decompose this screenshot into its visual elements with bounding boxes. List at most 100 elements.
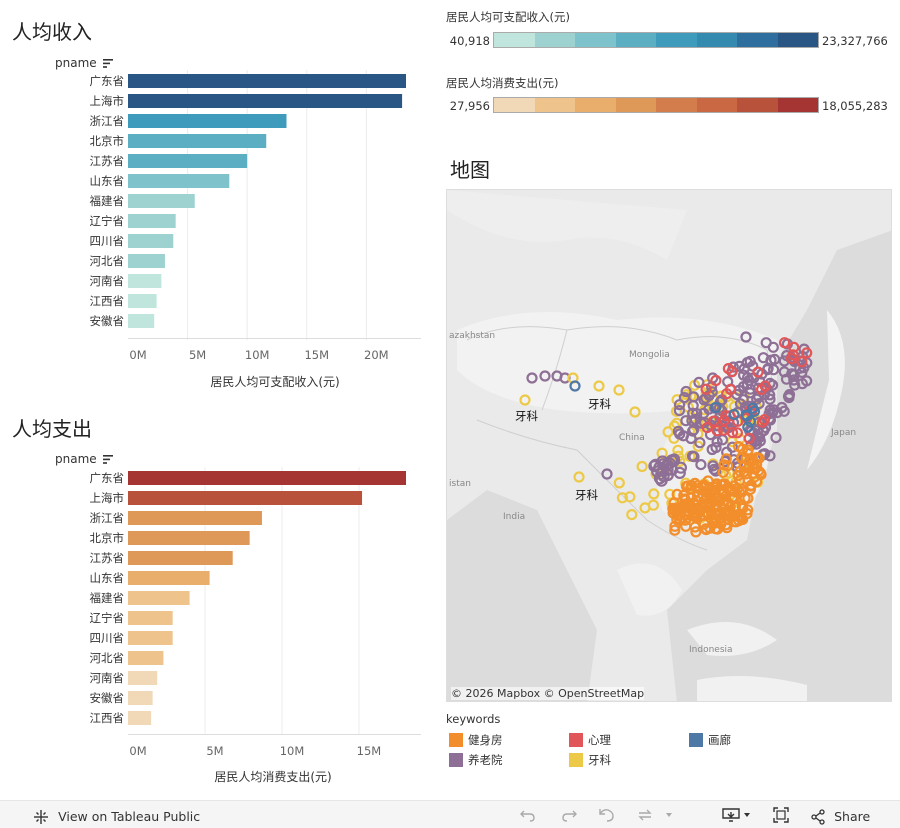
map-point[interactable] [744,355,756,367]
map-point[interactable] [708,415,720,427]
revert-icon[interactable] [598,807,616,823]
map-point[interactable] [647,499,659,511]
bar-河南省[interactable] [128,274,162,288]
map-point[interactable] [726,441,738,453]
map-point[interactable] [664,488,676,500]
category-label[interactable]: 江西省 [89,711,125,725]
keyword-legend-item[interactable]: 牙科 [569,753,611,767]
bar-河南省[interactable] [128,671,158,685]
map-point[interactable] [801,375,813,387]
category-label[interactable]: 安徽省 [89,691,125,705]
view-on-tableau-public-link[interactable]: View on Tableau Public [33,806,200,824]
map-point[interactable] [711,425,723,437]
share-button[interactable]: Share [810,806,870,825]
map-point[interactable] [701,422,713,434]
map-point[interactable] [756,416,768,428]
category-label[interactable]: 浙江省 [89,511,125,525]
map-point[interactable] [613,384,625,396]
category-label[interactable]: 江西省 [89,294,125,308]
map-point[interactable] [709,523,722,535]
map-point[interactable] [754,435,766,447]
map-point[interactable] [717,466,729,478]
category-label[interactable]: 福建省 [89,194,125,208]
keyword-legend-item[interactable]: 健身房 [449,733,503,747]
bar-广东省[interactable] [128,74,406,88]
bar-江苏省[interactable] [128,551,233,565]
bar-安徽省[interactable] [128,314,155,328]
map-point-layer[interactable] [447,190,892,702]
map-point[interactable] [695,459,707,471]
map-point[interactable] [726,366,738,378]
category-label[interactable]: 河南省 [89,274,125,288]
map-point[interactable] [794,362,806,374]
map-point[interactable] [666,463,679,476]
map-point[interactable] [769,353,781,365]
bar-福建省[interactable] [128,591,190,605]
map-point[interactable] [710,401,722,414]
map-point[interactable] [736,500,748,512]
map-point[interactable] [728,516,740,528]
map-point[interactable] [710,479,722,491]
refresh-dropdown-icon[interactable] [664,811,674,819]
bar-浙江省[interactable] [128,114,287,128]
map-point[interactable] [743,432,755,444]
category-label[interactable]: 四川省 [89,631,125,645]
map-point[interactable] [687,407,699,419]
map-point[interactable] [662,426,674,438]
category-label[interactable]: 四川省 [89,234,125,248]
map-point[interactable] [710,442,722,454]
map-point[interactable] [688,451,700,463]
category-label[interactable]: 北京市 [89,531,125,545]
map-point[interactable] [693,376,705,388]
bar-山东省[interactable] [128,174,230,188]
map-point[interactable] [764,450,776,462]
category-label[interactable]: 江苏省 [89,154,125,168]
map-point[interactable] [680,520,692,532]
bar-江西省[interactable] [128,711,152,725]
category-label[interactable]: 河南省 [89,671,125,685]
download-dropdown-icon[interactable] [742,811,752,819]
map-point[interactable] [656,455,669,468]
category-label[interactable]: 上海市 [89,491,125,505]
keyword-legend-item[interactable]: 养老院 [449,753,503,767]
category-label[interactable]: 北京市 [89,134,125,148]
map-point[interactable] [651,465,664,478]
map-point[interactable] [758,414,770,426]
category-label[interactable]: 河北省 [89,651,125,665]
map-point[interactable] [629,406,641,418]
bar-福建省[interactable] [128,194,195,208]
map-point[interactable] [788,341,800,353]
map-point[interactable] [750,434,762,447]
map-point[interactable] [711,436,723,448]
map-point[interactable] [704,481,716,494]
map-point[interactable] [789,379,801,391]
map-point[interactable] [519,394,531,406]
map-point[interactable] [740,331,752,343]
map-point[interactable] [697,489,709,501]
map-point[interactable] [759,380,771,392]
download-icon[interactable] [721,806,741,824]
map-point[interactable] [673,405,685,417]
map-point[interactable] [616,492,628,504]
map-point[interactable] [569,380,581,392]
map-point[interactable] [742,421,754,433]
category-label[interactable]: 河北省 [89,254,125,268]
bar-四川省[interactable] [128,234,174,248]
map-point[interactable] [667,507,679,519]
map-point[interactable] [760,337,772,349]
map-point[interactable] [751,452,763,464]
map-point[interactable] [731,427,743,439]
sort-icon[interactable] [103,59,114,68]
map-point[interactable] [671,488,683,500]
redo-icon[interactable] [560,807,578,823]
map-point[interactable] [539,370,551,382]
map-point[interactable] [679,514,691,526]
map-point[interactable] [733,486,745,498]
map-point[interactable] [680,385,692,398]
bar-上海市[interactable] [128,491,363,505]
bar-河北省[interactable] [128,254,165,268]
category-label[interactable]: 山东省 [89,174,125,188]
bar-辽宁省[interactable] [128,214,176,228]
category-label[interactable]: 广东省 [89,471,125,485]
refresh-icon[interactable] [636,807,654,823]
